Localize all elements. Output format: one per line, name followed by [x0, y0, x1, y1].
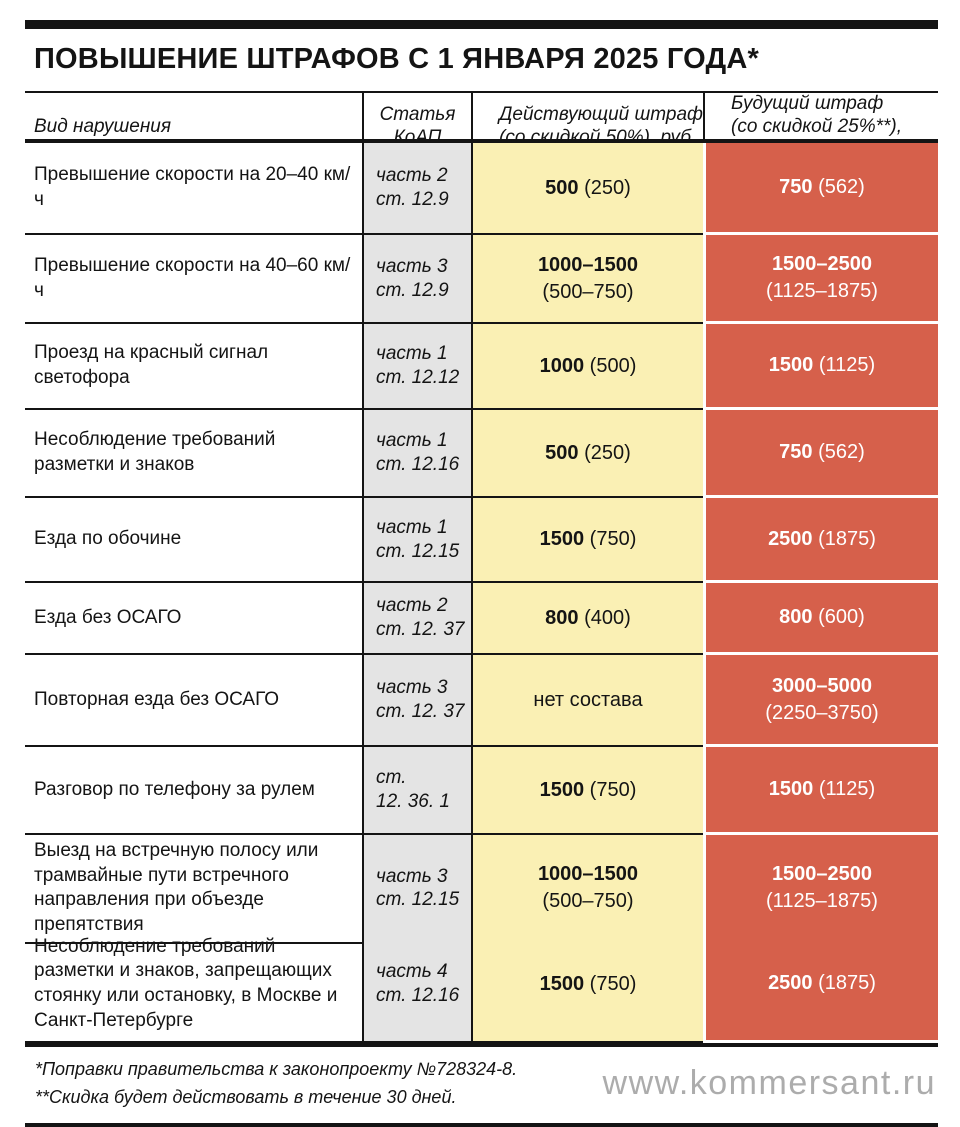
article-cell: часть 1 ст. 12.16: [362, 410, 473, 498]
article-cell: часть 1 ст. 12.15: [362, 498, 473, 583]
current-fine-cell: 1000–1500 (500–750): [473, 835, 703, 944]
fine-value: 1000 (500): [539, 354, 637, 377]
fine-value: 2500 (1875): [768, 527, 876, 550]
current-fine-cell: 1500 (750): [473, 498, 703, 583]
footnote-2: **Скидка будет действовать в течение 30 …: [35, 1086, 457, 1107]
article-cell: часть 1 ст. 12.12: [362, 324, 473, 410]
fine-value: 750 (562): [779, 441, 865, 463]
table-row: Езда без ОСАГО часть 2 ст. 12. 37 800 (40…: [25, 583, 938, 655]
future-fine-cell: 750 (562): [703, 143, 938, 235]
fine-value: 500 (250): [545, 441, 631, 464]
current-fine-cell: 800 (400): [473, 583, 703, 655]
fine-value: 800 (400): [545, 606, 631, 629]
article-cell: часть 3 ст. 12.15: [362, 835, 473, 944]
violation-cell: Езда по обочине: [25, 498, 362, 583]
current-fine-cell: 1500 (750): [473, 927, 703, 1043]
table-row: Езда по обочине часть 1 ст. 12.15 1500 (7…: [25, 498, 938, 583]
current-fine-cell: 1500 (750): [473, 747, 703, 835]
future-fine-cell: 2500 (1875): [703, 498, 938, 583]
header-current-fine: Действующий штраф (со скидкой 50%), руб.: [499, 104, 703, 149]
violation-cell: Проезд на красный сигнал светофора: [25, 324, 362, 410]
future-fine-cell: 3000–5000 (2250–3750): [703, 655, 938, 747]
future-fine-cell: 800 (600): [703, 583, 938, 655]
footer-bottom-rule: [25, 1122, 938, 1127]
fine-value: 1500 (750): [539, 528, 637, 550]
future-fine-cell: 1500–2500 (1125–1875): [703, 235, 938, 324]
footer: *Поправки правительства к законопроекту …: [25, 1047, 938, 1123]
fine-value: 1500 (750): [539, 778, 637, 801]
fine-value: 1500 (1125): [768, 354, 876, 376]
footnote-1: *Поправки правительства к законопроекту …: [35, 1059, 518, 1079]
violation-cell: Превышение скорости на 40–60 км/ч: [25, 235, 362, 324]
table-row: Несоблюдение требований разметки и знако…: [25, 410, 938, 498]
article-cell: часть 2 ст. 12.9: [362, 143, 473, 235]
header-article: Статья КоАП: [362, 93, 473, 162]
future-fine-cell: 750 (562): [703, 410, 938, 498]
current-fine-cell: 500 (250): [473, 410, 703, 498]
table-header-row: Вид нарушения Статья КоАП Действующий шт…: [25, 91, 938, 162]
future-fine-cell: 1500 (1125): [703, 747, 938, 835]
article-cell: часть 3 ст. 12.9: [362, 235, 473, 324]
table-row: Проезд на красный сигнал светофора часть…: [25, 324, 938, 410]
article-cell: часть 2 ст. 12. 37: [362, 583, 473, 655]
table-bottom-rule: [25, 1043, 938, 1047]
fine-value: 800 (600): [779, 606, 865, 628]
fine-value: 1500 (1125): [768, 778, 876, 800]
current-fine-cell: 500 (250): [473, 143, 703, 235]
article-cell: часть 4 ст. 12.16: [362, 927, 473, 1043]
fine-value: 2500 (1875): [768, 972, 876, 994]
current-fine-cell: нет состава: [473, 655, 703, 747]
fine-value: 500 (250): [545, 176, 631, 199]
table-row: Превышение скорости на 40–60 км/ч часть …: [25, 235, 938, 324]
table-row: Выезд на встречную полосу или трамвайные…: [25, 835, 938, 944]
violation-cell: Разговор по телефону за рулем: [25, 747, 362, 835]
current-fine-cell: 1000–1500 (500–750): [473, 235, 703, 324]
fine-value: 1500 (750): [539, 972, 637, 995]
violation-cell: Несоблюдение требований разметки и знако…: [25, 410, 362, 498]
future-fine-cell: 1500 (1125): [703, 324, 938, 410]
top-rule-bar: [25, 20, 938, 29]
header-violation: Вид нарушения: [34, 115, 171, 137]
violation-cell: Повторная езда без ОСАГО: [25, 655, 362, 747]
fine-value: нет состава: [533, 688, 643, 711]
violation-cell: Превышение скорости на 20–40 км/ч: [25, 143, 362, 235]
article-cell: часть 3 ст. 12. 37: [362, 655, 473, 747]
violation-cell: Несоблюдение требований разметки и знако…: [25, 927, 362, 1043]
fine-value: 750 (562): [779, 176, 865, 198]
future-fine-cell: 1500–2500 (1125–1875): [703, 835, 938, 944]
footnotes: *Поправки правительства к законопроекту …: [35, 1056, 517, 1112]
article-cell: ст. 12. 36. 1: [362, 747, 473, 835]
violation-cell: Езда без ОСАГО: [25, 583, 362, 655]
kommersant-url-link[interactable]: www.kommersant.ru: [602, 1064, 936, 1103]
future-fine-cell: 2500 (1875): [703, 927, 938, 1043]
page-title: ПОВЫШЕНИЕ ШТРАФОВ С 1 ЯНВАРЯ 2025 ГОДА*: [34, 43, 760, 75]
table-row: Несоблюдение требований разметки и знако…: [25, 927, 938, 1043]
table-row: Превышение скорости на 20–40 км/ч часть …: [25, 143, 938, 235]
current-fine-cell: 1000 (500): [473, 324, 703, 410]
violation-cell: Выезд на встречную полосу или трамвайные…: [25, 835, 362, 944]
table-row: Разговор по телефону за рулем ст. 12. 36.…: [25, 747, 938, 835]
table-row: Повторная езда без ОСАГО часть 3 ст. 12. …: [25, 655, 938, 747]
